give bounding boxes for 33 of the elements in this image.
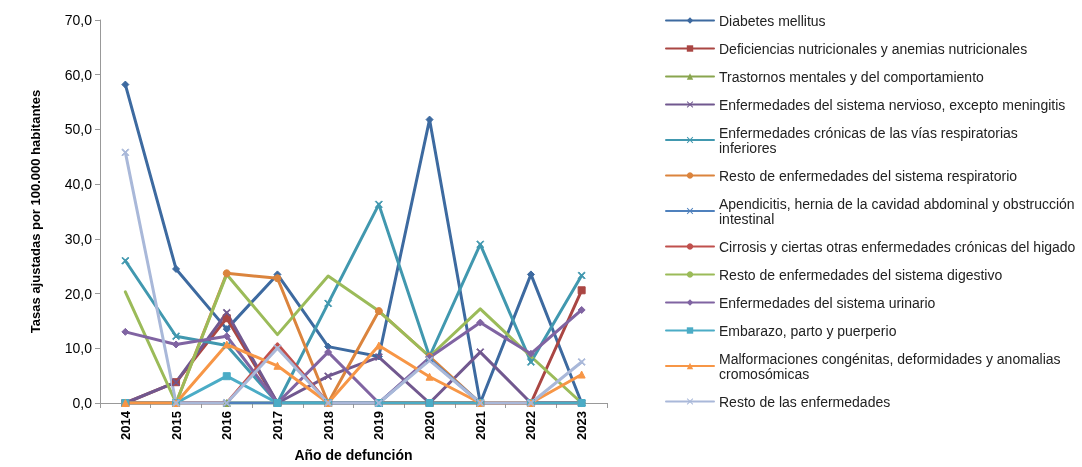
legend-label: Diabetes mellitus <box>719 12 826 29</box>
x-axis-title: Año de defunción <box>294 447 413 463</box>
y-tick-label: 60,0 <box>64 66 93 83</box>
legend-label: Embarazo, parto y puerperio <box>719 322 897 339</box>
x-tick-label: 2015 <box>168 411 184 440</box>
legend-label: Enfermedades crónicas de las vías respiratorias inferiores <box>719 124 1022 156</box>
y-tick-label: 0,0 <box>72 395 93 411</box>
y-tick-label: 70,0 <box>64 12 93 28</box>
x-tick-label: 2020 <box>422 411 438 440</box>
y-tick-label: 50,0 <box>64 121 93 138</box>
x-tick-label: 2022 <box>523 411 539 440</box>
legend-label: Apendicitis, hernia de la cavidad abdominal y obstrucción intestinal <box>719 195 1079 227</box>
legend-label: Resto de enfermedades del sistema respiratorio <box>719 167 1018 184</box>
legend-label: Enfermedades del sistema nervioso, excepto meningitis <box>719 96 1066 113</box>
legend-label: Malformaciones congénitas, deformidades y anomalias cromosómicas <box>719 350 1065 382</box>
x-tick-label: 2014 <box>117 410 133 440</box>
x-tick-label: 2023 <box>574 411 590 440</box>
y-tick-label: 20,0 <box>64 285 93 302</box>
legend-label: Resto de enfermedades del sistema digestivo <box>719 266 1003 283</box>
x-tick-label: 2021 <box>472 411 488 440</box>
y-tick-label: 30,0 <box>64 230 93 247</box>
legend-label: Cirrosis y ciertas otras enfermedades crónicas del higado <box>719 238 1076 255</box>
y-axis-title: Tasas ajustadas por 100.000 habitantes <box>28 89 43 334</box>
legend-label: Deficiencias nutricionales y anemias nutricionales <box>719 40 1028 57</box>
x-tick-label: 2019 <box>371 411 387 440</box>
legend-label: Trastornos mentales y del comportamiento <box>719 68 985 85</box>
y-tick-label: 40,0 <box>64 176 93 193</box>
x-tick-label: 2017 <box>269 411 285 440</box>
x-tick-label: 2018 <box>320 411 336 440</box>
legend-label: Enfermedades del sistema urinario <box>719 294 936 311</box>
x-tick-label: 2016 <box>219 411 235 440</box>
legend-label: Resto de las enfermedades <box>719 393 891 410</box>
y-tick-label: 10,0 <box>64 340 93 357</box>
